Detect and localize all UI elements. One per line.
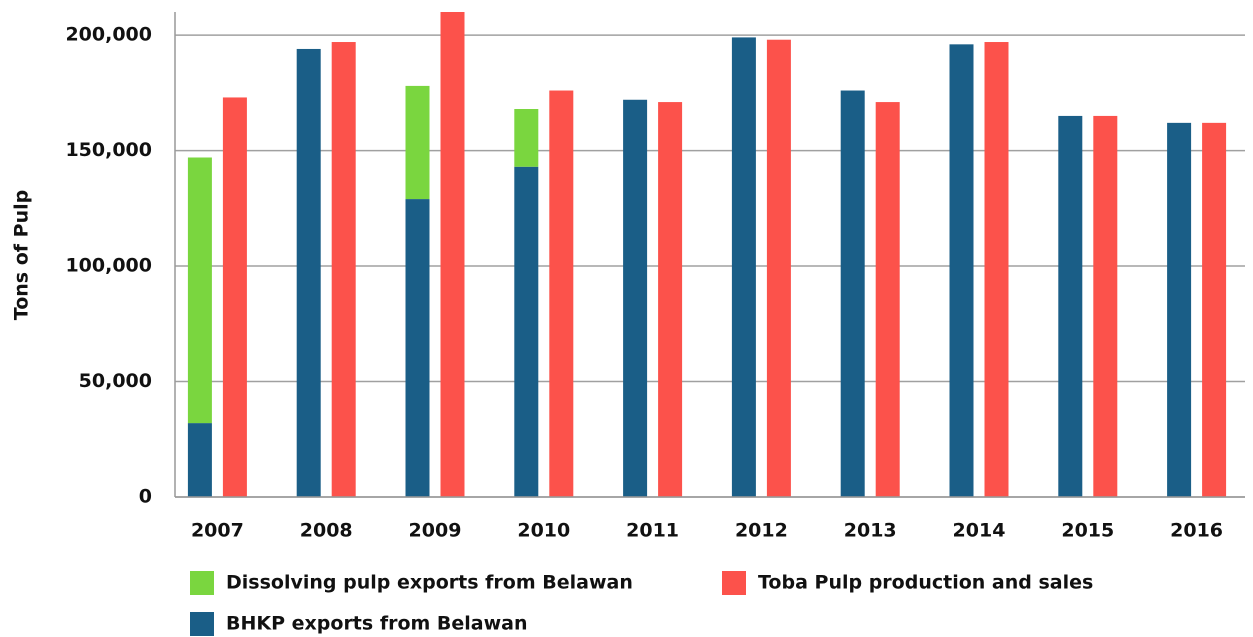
- x-tick-label: 2008: [300, 520, 353, 542]
- bar: [949, 44, 974, 497]
- x-tick-label: 2013: [844, 520, 897, 542]
- legend-label: BHKP exports from Belawan: [226, 613, 528, 635]
- bar: [405, 85, 430, 200]
- legend-label: Dissolving pulp exports from Belawan: [226, 572, 633, 594]
- y-axis-label: Tons of Pulp: [11, 190, 33, 320]
- bar: [1167, 122, 1192, 497]
- bar: [623, 99, 648, 497]
- y-tick-label: 50,000: [79, 370, 152, 392]
- bar: [1202, 122, 1227, 497]
- bar: [187, 157, 212, 424]
- bar: [658, 102, 683, 498]
- bar: [984, 42, 1009, 498]
- bar: [514, 109, 539, 167]
- legend-swatch: [190, 571, 214, 595]
- bar: [766, 39, 791, 497]
- bar: [840, 90, 865, 498]
- bar: [1058, 115, 1083, 497]
- x-tick-label: 2015: [1061, 520, 1114, 542]
- bar: [731, 37, 756, 498]
- bar: [405, 199, 430, 498]
- x-tick-label: 2016: [1170, 520, 1223, 542]
- x-tick-label: 2012: [735, 520, 788, 542]
- x-tick-label: 2011: [626, 520, 679, 542]
- bar: [1093, 115, 1118, 497]
- bar: [331, 42, 356, 498]
- x-tick-label: 2009: [409, 520, 462, 542]
- bar: [549, 90, 574, 498]
- y-tick-label: 150,000: [65, 139, 152, 161]
- y-tick-label: 0: [139, 486, 152, 508]
- x-tick-label: 2014: [953, 520, 1006, 542]
- bar: [187, 423, 212, 497]
- bar: [875, 102, 900, 498]
- x-tick-label: 2010: [517, 520, 570, 542]
- bar: [296, 48, 321, 497]
- y-tick-label: 100,000: [65, 255, 152, 277]
- bar: [514, 166, 539, 497]
- legend-swatch: [190, 612, 214, 636]
- bar: [222, 97, 247, 497]
- x-tick-label: 2007: [191, 520, 244, 542]
- legend-label: Toba Pulp production and sales: [758, 572, 1093, 594]
- y-tick-label: 200,000: [65, 24, 152, 46]
- bar: [440, 12, 465, 497]
- legend-swatch: [722, 571, 746, 595]
